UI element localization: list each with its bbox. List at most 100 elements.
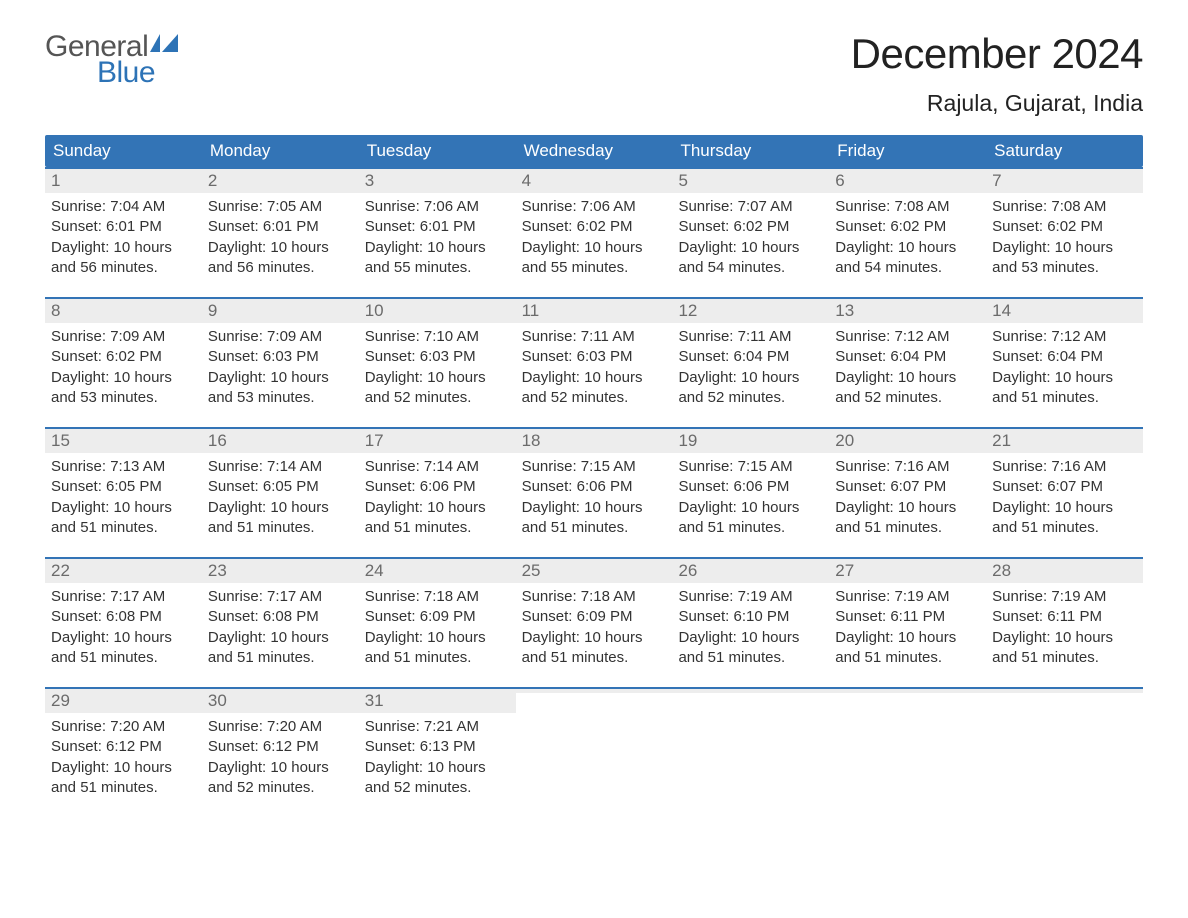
day-number: 26 <box>672 559 829 583</box>
sunset-text: Sunset: 6:08 PM <box>51 607 196 627</box>
day-cell: 29Sunrise: 7:20 AMSunset: 6:12 PMDayligh… <box>45 689 202 817</box>
sunrise-text: Sunrise: 7:07 AM <box>678 197 823 217</box>
sunrise-text: Sunrise: 7:19 AM <box>992 587 1137 607</box>
day-number: 20 <box>829 429 986 453</box>
day-number <box>672 689 829 693</box>
daylight-text: Daylight: 10 hours <box>678 498 823 518</box>
month-title: December 2024 <box>851 30 1143 78</box>
location: Rajula, Gujarat, India <box>851 90 1143 117</box>
sunrise-text: Sunrise: 7:20 AM <box>208 717 353 737</box>
day-cell: 18Sunrise: 7:15 AMSunset: 6:06 PMDayligh… <box>516 429 673 557</box>
day-body: Sunrise: 7:05 AMSunset: 6:01 PMDaylight:… <box>202 193 359 282</box>
day-cell: 7Sunrise: 7:08 AMSunset: 6:02 PMDaylight… <box>986 169 1143 297</box>
day-cell: 1Sunrise: 7:04 AMSunset: 6:01 PMDaylight… <box>45 169 202 297</box>
daylight-text: and 52 minutes. <box>365 778 510 798</box>
day-cell: 8Sunrise: 7:09 AMSunset: 6:02 PMDaylight… <box>45 299 202 427</box>
daylight-text: and 53 minutes. <box>992 258 1137 278</box>
daylight-text: and 51 minutes. <box>678 648 823 668</box>
day-body: Sunrise: 7:12 AMSunset: 6:04 PMDaylight:… <box>986 323 1143 412</box>
day-body: Sunrise: 7:17 AMSunset: 6:08 PMDaylight:… <box>45 583 202 672</box>
sunset-text: Sunset: 6:01 PM <box>365 217 510 237</box>
sunset-text: Sunset: 6:01 PM <box>208 217 353 237</box>
day-number: 3 <box>359 169 516 193</box>
daylight-text: Daylight: 10 hours <box>522 628 667 648</box>
day-body: Sunrise: 7:12 AMSunset: 6:04 PMDaylight:… <box>829 323 986 412</box>
sunrise-text: Sunrise: 7:05 AM <box>208 197 353 217</box>
day-body: Sunrise: 7:17 AMSunset: 6:08 PMDaylight:… <box>202 583 359 672</box>
sunrise-text: Sunrise: 7:09 AM <box>51 327 196 347</box>
week-row: 22Sunrise: 7:17 AMSunset: 6:08 PMDayligh… <box>45 557 1143 687</box>
day-cell <box>672 689 829 817</box>
day-body: Sunrise: 7:11 AMSunset: 6:03 PMDaylight:… <box>516 323 673 412</box>
daylight-text: Daylight: 10 hours <box>365 238 510 258</box>
sunset-text: Sunset: 6:06 PM <box>522 477 667 497</box>
daylight-text: and 51 minutes. <box>208 648 353 668</box>
sunset-text: Sunset: 6:12 PM <box>208 737 353 757</box>
daylight-text: Daylight: 10 hours <box>208 238 353 258</box>
daylight-text: Daylight: 10 hours <box>522 498 667 518</box>
day-body: Sunrise: 7:15 AMSunset: 6:06 PMDaylight:… <box>516 453 673 542</box>
day-body: Sunrise: 7:04 AMSunset: 6:01 PMDaylight:… <box>45 193 202 282</box>
sunrise-text: Sunrise: 7:19 AM <box>835 587 980 607</box>
day-body: Sunrise: 7:08 AMSunset: 6:02 PMDaylight:… <box>986 193 1143 282</box>
daylight-text: Daylight: 10 hours <box>208 628 353 648</box>
sunset-text: Sunset: 6:06 PM <box>678 477 823 497</box>
daylight-text: Daylight: 10 hours <box>835 238 980 258</box>
day-cell: 24Sunrise: 7:18 AMSunset: 6:09 PMDayligh… <box>359 559 516 687</box>
day-number: 8 <box>45 299 202 323</box>
day-number: 21 <box>986 429 1143 453</box>
day-number: 2 <box>202 169 359 193</box>
sunrise-text: Sunrise: 7:08 AM <box>835 197 980 217</box>
daylight-text: and 56 minutes. <box>208 258 353 278</box>
day-cell: 13Sunrise: 7:12 AMSunset: 6:04 PMDayligh… <box>829 299 986 427</box>
day-cell: 16Sunrise: 7:14 AMSunset: 6:05 PMDayligh… <box>202 429 359 557</box>
daylight-text: and 52 minutes. <box>365 388 510 408</box>
day-cell: 15Sunrise: 7:13 AMSunset: 6:05 PMDayligh… <box>45 429 202 557</box>
day-number: 14 <box>986 299 1143 323</box>
sunset-text: Sunset: 6:02 PM <box>678 217 823 237</box>
day-cell: 10Sunrise: 7:10 AMSunset: 6:03 PMDayligh… <box>359 299 516 427</box>
day-body: Sunrise: 7:10 AMSunset: 6:03 PMDaylight:… <box>359 323 516 412</box>
sunset-text: Sunset: 6:11 PM <box>992 607 1137 627</box>
week-row: 29Sunrise: 7:20 AMSunset: 6:12 PMDayligh… <box>45 687 1143 817</box>
sunset-text: Sunset: 6:05 PM <box>51 477 196 497</box>
day-cell: 12Sunrise: 7:11 AMSunset: 6:04 PMDayligh… <box>672 299 829 427</box>
daylight-text: and 51 minutes. <box>835 648 980 668</box>
daylight-text: Daylight: 10 hours <box>522 238 667 258</box>
day-cell: 6Sunrise: 7:08 AMSunset: 6:02 PMDaylight… <box>829 169 986 297</box>
sunset-text: Sunset: 6:07 PM <box>835 477 980 497</box>
daylight-text: Daylight: 10 hours <box>992 238 1137 258</box>
daylight-text: and 55 minutes. <box>365 258 510 278</box>
sunset-text: Sunset: 6:02 PM <box>835 217 980 237</box>
sunset-text: Sunset: 6:13 PM <box>365 737 510 757</box>
sunrise-text: Sunrise: 7:18 AM <box>365 587 510 607</box>
day-cell <box>829 689 986 817</box>
day-number: 4 <box>516 169 673 193</box>
sunset-text: Sunset: 6:01 PM <box>51 217 196 237</box>
daylight-text: and 56 minutes. <box>51 258 196 278</box>
day-cell: 9Sunrise: 7:09 AMSunset: 6:03 PMDaylight… <box>202 299 359 427</box>
day-body: Sunrise: 7:06 AMSunset: 6:02 PMDaylight:… <box>516 193 673 282</box>
sunrise-text: Sunrise: 7:14 AM <box>208 457 353 477</box>
sunset-text: Sunset: 6:09 PM <box>365 607 510 627</box>
daylight-text: and 51 minutes. <box>208 518 353 538</box>
day-number: 19 <box>672 429 829 453</box>
sunrise-text: Sunrise: 7:12 AM <box>835 327 980 347</box>
day-body: Sunrise: 7:19 AMSunset: 6:11 PMDaylight:… <box>986 583 1143 672</box>
day-body: Sunrise: 7:14 AMSunset: 6:06 PMDaylight:… <box>359 453 516 542</box>
sunrise-text: Sunrise: 7:15 AM <box>678 457 823 477</box>
daylight-text: and 55 minutes. <box>522 258 667 278</box>
day-cell: 20Sunrise: 7:16 AMSunset: 6:07 PMDayligh… <box>829 429 986 557</box>
daylight-text: Daylight: 10 hours <box>51 238 196 258</box>
day-cell: 27Sunrise: 7:19 AMSunset: 6:11 PMDayligh… <box>829 559 986 687</box>
sunset-text: Sunset: 6:06 PM <box>365 477 510 497</box>
daylight-text: and 52 minutes. <box>678 388 823 408</box>
daylight-text: and 51 minutes. <box>522 518 667 538</box>
day-cell: 26Sunrise: 7:19 AMSunset: 6:10 PMDayligh… <box>672 559 829 687</box>
day-number: 30 <box>202 689 359 713</box>
daylight-text: and 52 minutes. <box>522 388 667 408</box>
day-number: 17 <box>359 429 516 453</box>
weekday-header: Monday <box>202 135 359 167</box>
logo-flag-icon <box>150 30 184 64</box>
sunrise-text: Sunrise: 7:09 AM <box>208 327 353 347</box>
